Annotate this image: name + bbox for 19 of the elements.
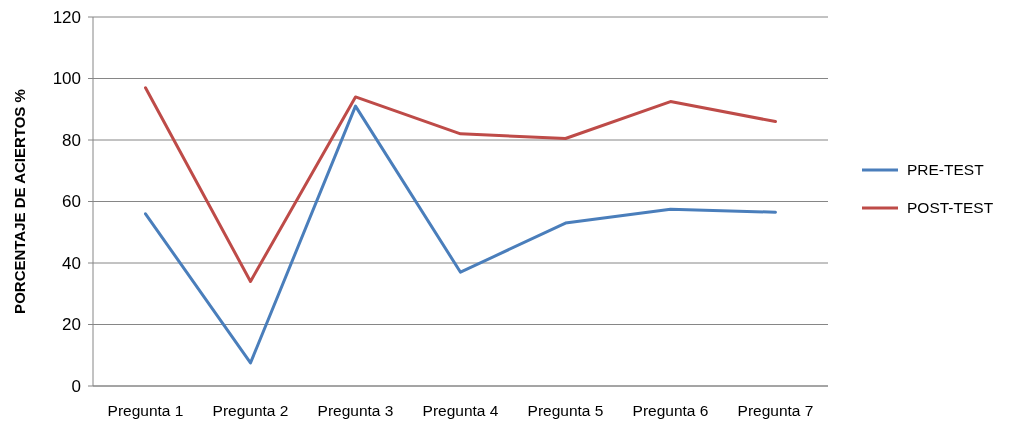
x-tick-label: Pregunta 3 xyxy=(317,402,394,419)
y-tick-label: 60 xyxy=(62,192,81,212)
x-tick-label: Pregunta 1 xyxy=(107,402,184,419)
x-tick-label: Pregunta 6 xyxy=(632,402,709,419)
y-tick-label: 120 xyxy=(52,7,81,27)
y-axis-title: PORCENTAJE DE ACIERTOS % xyxy=(11,89,28,314)
line-series xyxy=(144,104,777,365)
y-tick-label: 0 xyxy=(71,376,81,396)
x-tick-label: Pregunta 2 xyxy=(212,402,289,419)
y-tick-label: 100 xyxy=(52,69,81,89)
y-tick-label: 20 xyxy=(62,315,81,335)
x-tick-label: Pregunta 4 xyxy=(422,402,499,419)
legend-label: POST-TEST xyxy=(907,199,994,217)
y-tick-label: 40 xyxy=(62,253,81,273)
line-series xyxy=(144,86,777,283)
y-tick-label: 80 xyxy=(62,130,81,150)
x-tick-label: Pregunta 7 xyxy=(737,402,814,419)
legend-label: PRE-TEST xyxy=(907,161,985,179)
x-tick-label: Pregunta 5 xyxy=(527,402,604,419)
